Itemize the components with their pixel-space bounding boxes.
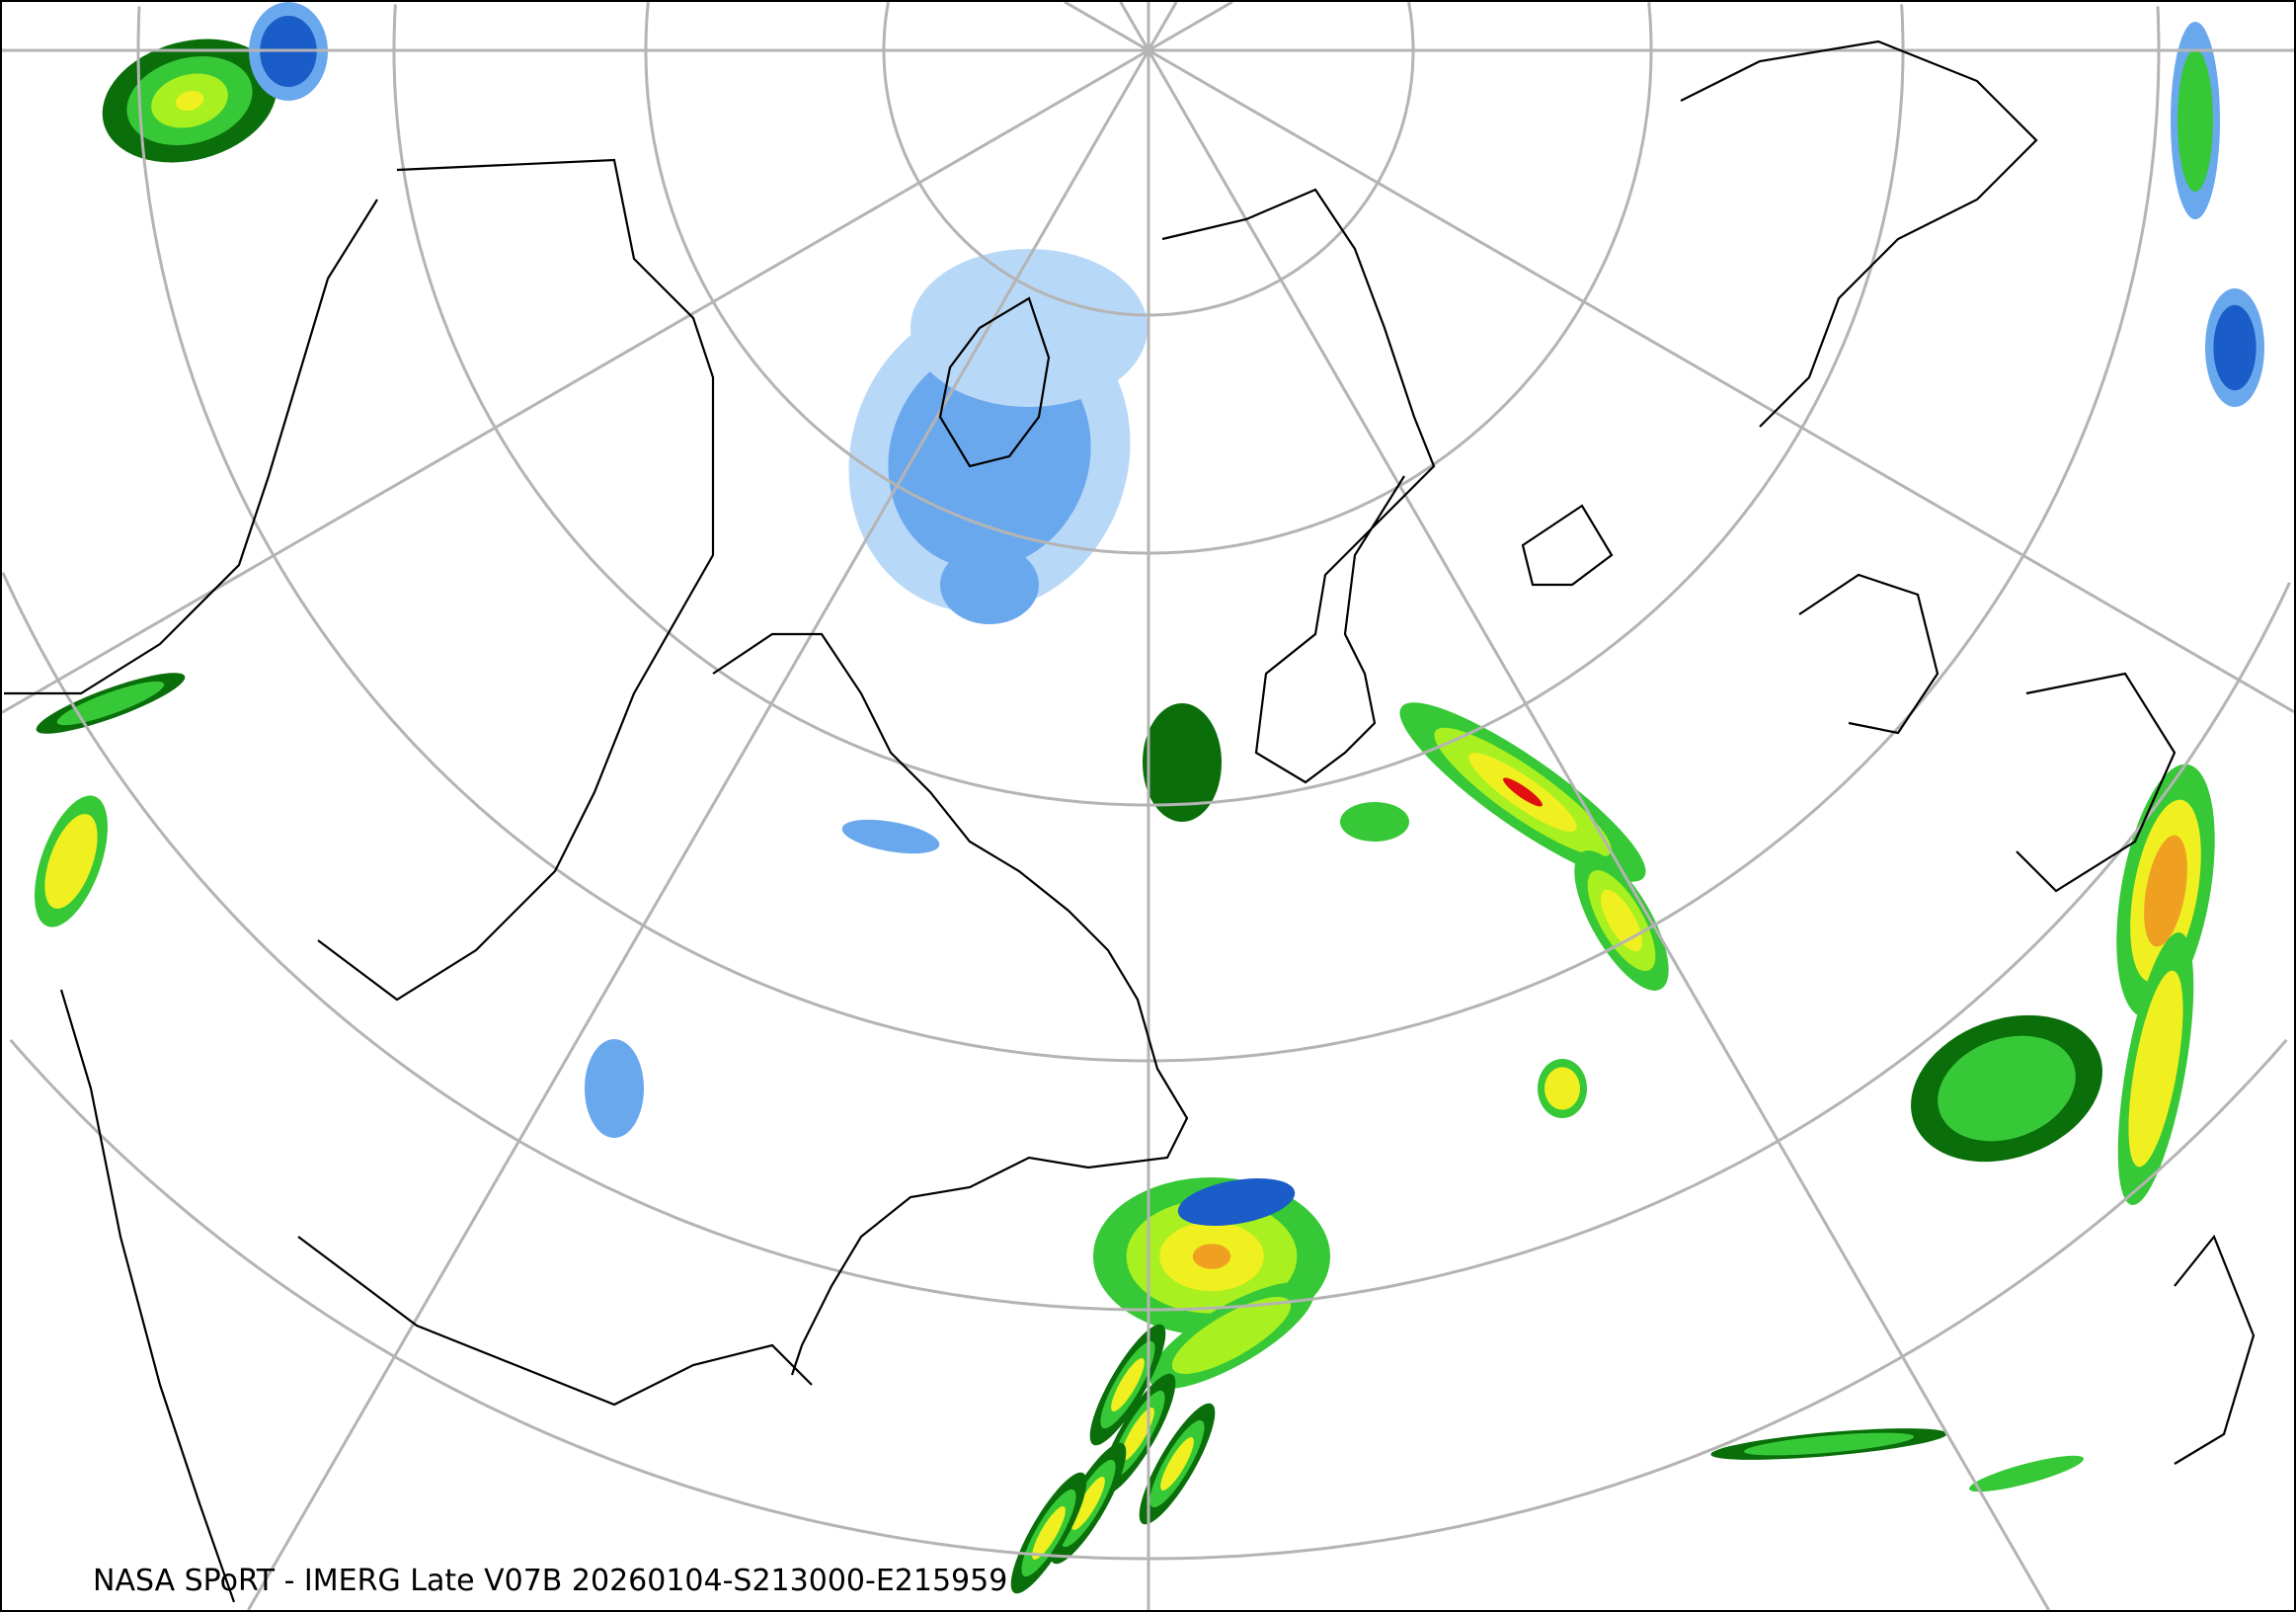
coastline [317, 158, 715, 1002]
precip-cell [1071, 1477, 1105, 1530]
meridian-line [2, 48, 1149, 714]
precip-cell [1111, 1358, 1145, 1411]
precip-cell [56, 681, 165, 726]
meridian-line [1119, 2, 1150, 51]
latitude-circle [392, 4, 1148, 807]
precip-cell [2144, 835, 2187, 947]
latitude-circle [136, 6, 1148, 1063]
coastline [1798, 573, 1940, 735]
latitude-circle [644, 2, 1148, 555]
meridian-line [1064, 2, 1149, 52]
precip-cell [1968, 1455, 2085, 1492]
precip-cell [1121, 1408, 1154, 1461]
precip-cell [44, 814, 98, 909]
latitude-circle [1148, 582, 2291, 1312]
coastline [2016, 672, 2177, 893]
precip-cell [1743, 1432, 1915, 1456]
coastline [938, 296, 1051, 468]
meridian-line [1148, 2, 1233, 52]
coastline [297, 1236, 813, 1407]
coastline [712, 632, 1189, 1376]
meridian-line [1147, 49, 2050, 1610]
precip-cell [1544, 1067, 1580, 1110]
precip-cell [2128, 970, 2183, 1168]
coastline [59, 989, 236, 1603]
latitude-circle [882, 2, 1148, 317]
latitude-circle [1148, 2, 1415, 317]
precip-cell [1160, 1437, 1194, 1491]
coastline [4, 199, 378, 695]
coastline [1680, 40, 2038, 428]
precip-cell [2213, 304, 2256, 391]
meridian-line [1148, 48, 2294, 713]
precip-cell [1032, 1506, 1066, 1560]
precip-cell [910, 249, 1148, 407]
meridian-line [1147, 2, 1178, 51]
latitude-circle [1148, 6, 2161, 1063]
product-caption: NASA SPoRT - IMERG Late V07B 20260104-S2… [93, 1564, 1008, 1598]
precip-cell [1171, 1297, 1292, 1374]
coastlines [4, 40, 2256, 1603]
precip-cell [1143, 703, 1222, 822]
precip-cell [940, 545, 1039, 624]
precip-cell [585, 1039, 644, 1138]
precip-cell [1177, 1177, 1296, 1227]
precip-cell [2177, 49, 2213, 192]
coastline [2174, 1234, 2256, 1465]
precip-cell [1192, 1244, 1231, 1269]
meridian-line [247, 49, 1150, 1610]
latitude-circle [9, 1038, 1149, 1561]
precip-cell [175, 91, 204, 111]
precip-cell [841, 819, 940, 854]
coastline [1521, 504, 1614, 587]
latitude-circle [1148, 4, 1905, 807]
precip-cell [1938, 1035, 2076, 1142]
coastline [1161, 188, 1436, 784]
precip-cell [1340, 802, 1409, 842]
latitude-circle [1148, 1038, 2288, 1561]
precipitation-layer [35, 2, 2264, 1594]
latitude-circle [1148, 2, 1653, 555]
latitude-circle [2, 572, 1148, 1312]
precip-cell [1503, 777, 1543, 807]
